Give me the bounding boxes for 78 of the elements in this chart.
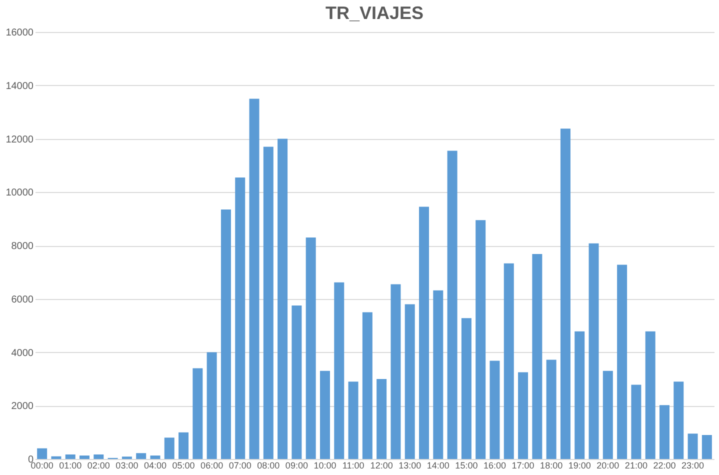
x-tick-label: 13:00 [398,460,422,470]
y-tick-label: 6000 [11,294,34,306]
x-tick-label: 20:00 [596,460,620,470]
bar [178,432,189,459]
bar [447,150,458,459]
y-tick-label: 2000 [11,401,34,412]
bar [249,98,260,459]
bar [65,454,76,459]
x-tick-label: 18:00 [540,460,563,470]
bar [320,370,330,459]
bar [659,405,670,459]
bar [164,438,174,459]
bar [433,290,444,459]
bar [574,331,585,459]
x-tick-label: 19:00 [568,460,591,470]
bar [94,454,104,459]
bar [518,372,528,459]
bar [263,146,274,459]
bar [292,306,302,459]
y-tick-label: 14000 [6,80,34,92]
x-tick-label: 12:00 [370,460,393,470]
x-tick-label: 04:00 [144,460,167,470]
bar [136,453,146,459]
bar [645,331,656,459]
bar [617,264,628,459]
bar [278,138,288,459]
bar [235,177,246,459]
bar [362,312,372,459]
bar [461,318,472,459]
bar [702,434,712,459]
bar [376,378,387,459]
x-tick-label: 17:00 [512,460,534,470]
bar [490,360,500,459]
x-tick-label: 02:00 [87,460,110,470]
x-tick-label: 15:00 [455,460,478,470]
bar [532,254,542,459]
x-tick-label: 22:00 [653,460,676,470]
bar [602,370,613,459]
x-tick-label: 14:00 [426,460,450,470]
x-tick-label: 21:00 [624,460,648,470]
x-tick-label: 16:00 [483,460,506,470]
x-tick-label: 09:00 [285,460,308,470]
x-tick-label: 07:00 [228,460,252,470]
x-tick-label: 23:00 [682,460,704,470]
bar [150,456,160,459]
x-tick-label: 01:00 [59,460,82,470]
bar [419,206,430,459]
x-tick-label: 11:00 [342,460,364,470]
bar [546,360,556,459]
x-tick-label: 03:00 [116,460,138,470]
y-tick-label: 8000 [11,241,34,252]
bar [688,434,698,459]
bar [80,456,90,459]
x-tick-label: 08:00 [257,460,280,470]
chart-title: TR_VIAJES [325,3,424,23]
bar [334,282,344,459]
x-tick-label: 10:00 [314,460,336,470]
y-tick-label: 4000 [11,348,34,359]
y-tick-label: 12000 [6,134,34,146]
bar [206,352,217,459]
bar [306,237,316,459]
y-tick-label: 16000 [6,28,34,38]
bar [588,243,599,459]
bar [348,382,358,459]
bar [631,384,642,459]
bar [504,263,514,459]
x-tick-label: 05:00 [172,460,195,470]
bar [390,284,401,459]
x-tick-label: 06:00 [200,460,224,470]
bar [476,220,486,459]
bar [404,304,415,459]
bar [560,128,570,459]
bar [220,209,231,459]
bar [192,368,203,459]
y-tick-label: 10000 [6,188,34,199]
bar [37,448,48,459]
bar [51,456,62,459]
bar [674,382,684,459]
